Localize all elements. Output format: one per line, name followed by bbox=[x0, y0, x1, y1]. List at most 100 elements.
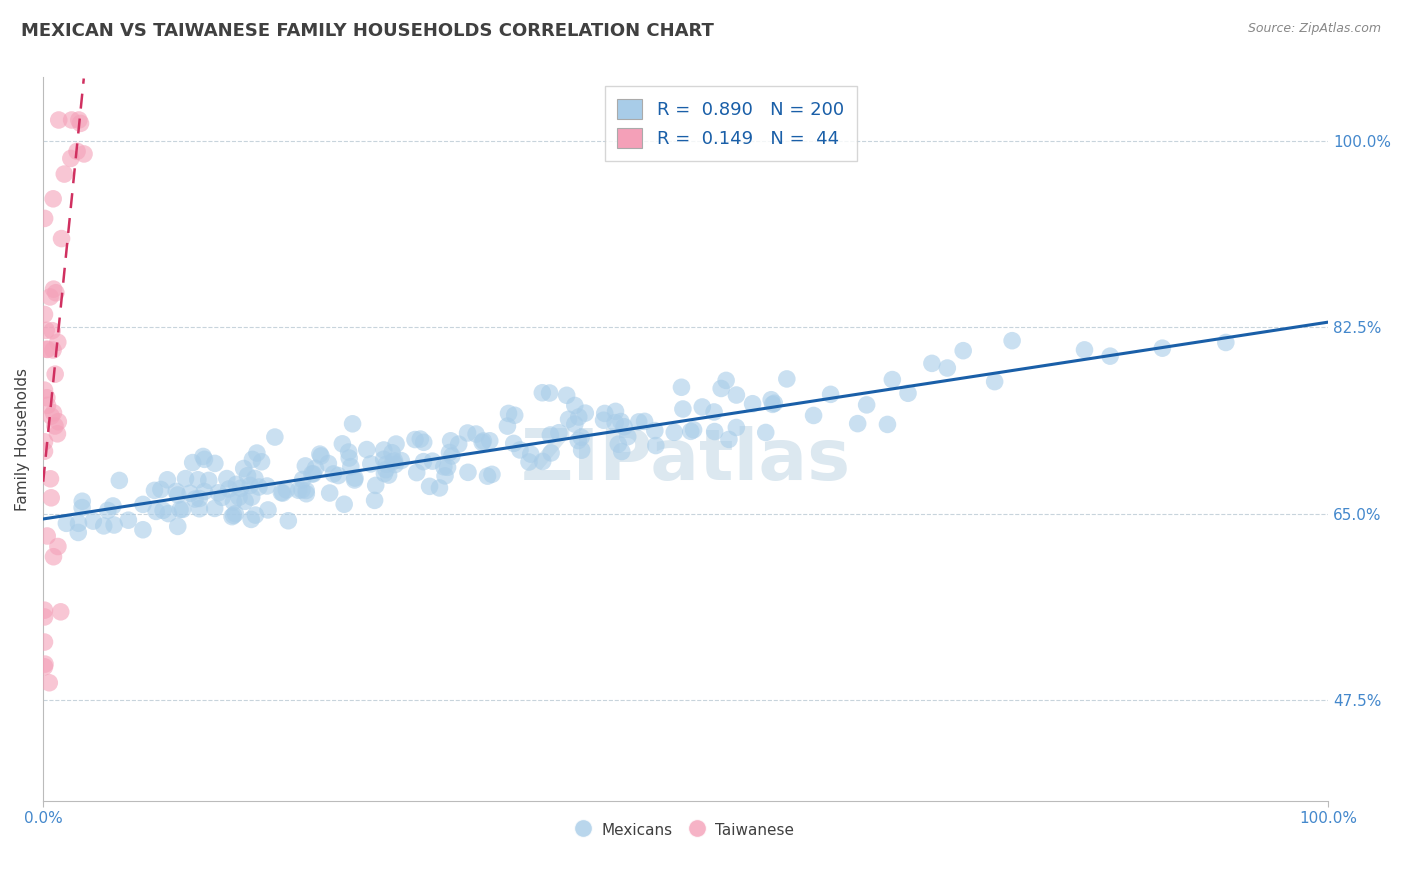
Point bbox=[1073, 343, 1095, 357]
Point bbox=[363, 493, 385, 508]
Point bbox=[295, 487, 318, 501]
Point bbox=[169, 502, 191, 516]
Point bbox=[37, 398, 59, 412]
Point bbox=[374, 462, 396, 476]
Point bbox=[34, 660, 56, 674]
Point bbox=[197, 474, 219, 488]
Point bbox=[97, 503, 120, 517]
Point bbox=[616, 430, 638, 444]
Point bbox=[276, 483, 298, 497]
Point bbox=[207, 485, 229, 500]
Point bbox=[221, 509, 243, 524]
Point bbox=[37, 343, 59, 357]
Point bbox=[404, 433, 426, 447]
Point bbox=[184, 491, 207, 506]
Point bbox=[42, 406, 65, 420]
Point bbox=[156, 473, 179, 487]
Point bbox=[337, 445, 360, 459]
Point bbox=[936, 361, 959, 376]
Point bbox=[481, 467, 503, 482]
Point bbox=[243, 471, 266, 485]
Point bbox=[509, 442, 531, 457]
Point bbox=[373, 452, 395, 467]
Point bbox=[340, 459, 363, 474]
Point bbox=[165, 484, 187, 499]
Point bbox=[409, 432, 432, 446]
Point bbox=[496, 419, 519, 434]
Point bbox=[271, 486, 294, 500]
Point bbox=[204, 501, 226, 516]
Point bbox=[46, 540, 69, 554]
Point bbox=[373, 442, 395, 457]
Point bbox=[607, 437, 630, 451]
Point bbox=[34, 211, 56, 226]
Point bbox=[67, 516, 90, 531]
Point bbox=[567, 434, 589, 448]
Point bbox=[725, 388, 748, 402]
Point bbox=[569, 430, 592, 444]
Point bbox=[364, 478, 387, 492]
Point bbox=[503, 409, 526, 423]
Point bbox=[592, 413, 614, 427]
Point bbox=[477, 469, 499, 483]
Point bbox=[897, 386, 920, 401]
Point bbox=[41, 324, 63, 338]
Point bbox=[149, 483, 172, 497]
Point bbox=[439, 445, 461, 459]
Point bbox=[447, 437, 470, 451]
Point bbox=[540, 446, 562, 460]
Point bbox=[166, 488, 188, 502]
Point bbox=[39, 472, 62, 486]
Point bbox=[34, 444, 56, 458]
Point bbox=[385, 437, 408, 451]
Point bbox=[39, 290, 62, 304]
Point bbox=[531, 385, 554, 400]
Point bbox=[295, 483, 318, 498]
Point bbox=[204, 457, 226, 471]
Point bbox=[108, 474, 131, 488]
Point bbox=[263, 430, 285, 444]
Point bbox=[389, 453, 412, 467]
Point bbox=[776, 372, 799, 386]
Point bbox=[762, 397, 785, 411]
Point bbox=[188, 501, 211, 516]
Point bbox=[67, 113, 90, 128]
Point bbox=[132, 523, 155, 537]
Point bbox=[384, 454, 406, 468]
Point bbox=[422, 454, 444, 468]
Point bbox=[239, 478, 262, 492]
Point bbox=[360, 457, 382, 471]
Point bbox=[755, 425, 778, 440]
Point bbox=[103, 518, 125, 533]
Point bbox=[664, 425, 686, 440]
Point bbox=[308, 447, 330, 461]
Point bbox=[291, 473, 314, 487]
Point bbox=[34, 635, 56, 649]
Point bbox=[246, 446, 269, 460]
Point bbox=[538, 386, 561, 401]
Point bbox=[60, 113, 83, 128]
Point bbox=[433, 459, 456, 474]
Point bbox=[557, 412, 579, 426]
Point bbox=[34, 610, 56, 624]
Point bbox=[375, 457, 398, 471]
Point bbox=[574, 406, 596, 420]
Point bbox=[356, 442, 378, 457]
Point bbox=[49, 605, 72, 619]
Point bbox=[70, 500, 93, 515]
Point bbox=[803, 409, 825, 423]
Point bbox=[72, 494, 94, 508]
Point bbox=[717, 433, 740, 447]
Point bbox=[270, 485, 292, 500]
Point bbox=[59, 152, 82, 166]
Point bbox=[304, 461, 326, 475]
Point bbox=[55, 516, 77, 531]
Point bbox=[42, 192, 65, 206]
Point bbox=[465, 427, 488, 442]
Point bbox=[166, 519, 188, 533]
Point bbox=[240, 490, 263, 504]
Point bbox=[519, 447, 541, 461]
Point bbox=[228, 490, 250, 504]
Point bbox=[610, 415, 633, 429]
Point bbox=[434, 469, 457, 483]
